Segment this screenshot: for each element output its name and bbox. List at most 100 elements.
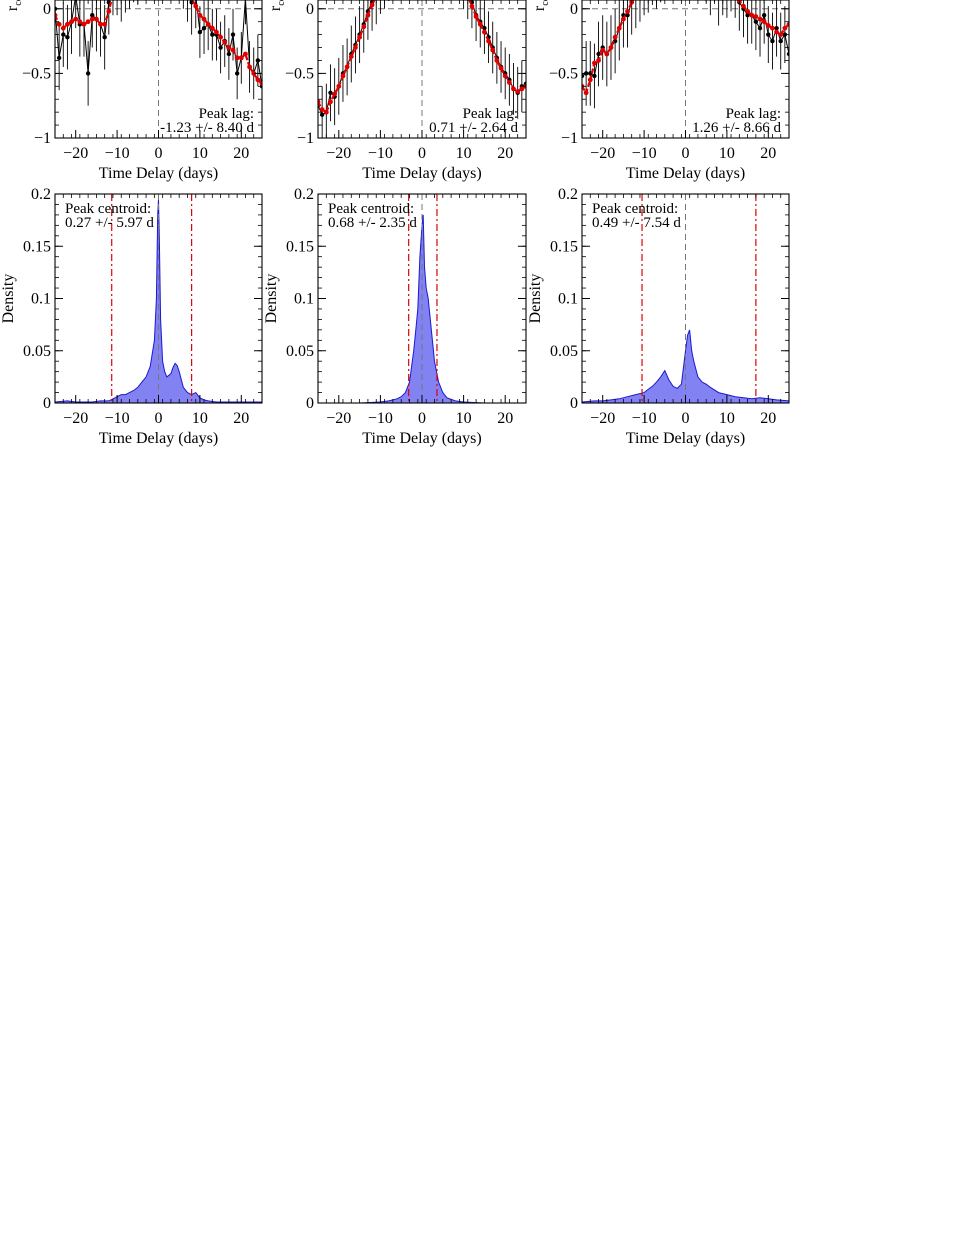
peak-lag-label: Peak lag:: [199, 106, 254, 122]
ccf-point: [753, 19, 759, 24]
ccf-red-point: [348, 54, 354, 59]
ccf-red-point: [340, 73, 346, 79]
ccf-point: [328, 90, 333, 95]
ccf-red-point: [238, 55, 244, 61]
ccf-2-plot-area: [318, 0, 526, 138]
ccf-1-plot-area: [55, 0, 262, 138]
ccf-red-point: [765, 23, 771, 28]
ccf-red-point: [102, 21, 108, 27]
y-tick-label: 0: [43, 1, 51, 18]
ccf-red-point: [498, 65, 504, 71]
ccf-point: [210, 32, 215, 37]
x-tick-label: −10: [632, 145, 657, 162]
y-axis-title-subscript: ccf: [540, 0, 551, 6]
y-axis-title: Density: [263, 274, 280, 324]
ccf-red-point: [596, 58, 601, 63]
ccf-point: [90, 13, 95, 18]
x-tick-label: −10: [105, 145, 130, 162]
ccf-red-point: [328, 99, 333, 105]
ccf-point: [85, 71, 91, 76]
ccf-red-point: [365, 12, 371, 18]
y-tick-label: 0.1: [294, 291, 314, 308]
peak-centroid-value: 0.49 +/- 7.54 d: [592, 215, 681, 231]
ccf-point: [226, 51, 232, 57]
y-tick-label: 0.05: [286, 343, 314, 360]
y-axis-title-base: r: [267, 5, 284, 11]
ccf-red-point: [247, 64, 252, 70]
ccf-red-point: [612, 34, 618, 40]
ccf-red-point: [608, 45, 614, 50]
ccf-point: [65, 35, 70, 40]
ccf-red-point: [56, 21, 62, 27]
ccf-red-point: [318, 99, 321, 105]
ccf-red-point: [511, 86, 516, 92]
y-tick-label: −1: [34, 130, 51, 147]
ccf-red-point: [604, 51, 610, 57]
ccf-red-point: [251, 70, 257, 76]
ccf-red-point: [209, 25, 215, 31]
peak-lag-label: Peak lag:: [463, 106, 518, 122]
ccf-red-point: [259, 81, 262, 87]
ccf-red-point: [621, 16, 626, 22]
x-tick-label: −20: [63, 410, 88, 427]
x-tick-label: 0: [682, 410, 690, 427]
ccf-red-point: [778, 32, 784, 38]
ccf-point: [782, 32, 788, 37]
ccf-red-point: [361, 24, 367, 30]
x-tick-label: 0: [682, 145, 690, 162]
x-tick-label: 20: [233, 410, 249, 427]
y-tick-label: 0.1: [558, 291, 578, 308]
x-tick-label: 0: [155, 410, 163, 427]
y-axis-title-subscript: ccf: [276, 0, 287, 6]
y-axis-title-base: r: [531, 5, 548, 11]
ccf-red-point: [486, 38, 491, 44]
x-tick-label: 10: [456, 145, 472, 162]
x-axis-title: Time Delay (days): [99, 430, 218, 447]
ccf-point: [201, 25, 207, 31]
ccf-point: [230, 32, 236, 37]
ccf-red-point: [255, 77, 261, 83]
ccf-point: [197, 29, 203, 35]
ccf-red-point: [230, 47, 236, 53]
y-tick-label: −0.5: [285, 65, 314, 82]
x-tick-label: 10: [192, 410, 208, 427]
ccf-red-point: [761, 19, 767, 25]
ccf-red-point: [786, 21, 789, 27]
ccf-red-point: [193, 3, 199, 9]
ccf-red-point: [319, 107, 325, 112]
y-tick-label: 0: [43, 395, 51, 412]
x-tick-label: 20: [760, 410, 776, 427]
ccf-point: [234, 71, 240, 76]
ccf-red-point: [226, 45, 232, 50]
ccf-red-point: [583, 90, 589, 96]
x-tick-label: −20: [326, 410, 351, 427]
ccf-red-point: [482, 29, 487, 35]
ccf-red-point: [774, 29, 779, 35]
ccf-red-point: [222, 39, 228, 45]
ccf-red-point: [89, 16, 95, 22]
ccf-red-point: [205, 21, 211, 27]
ccf-red-point: [98, 21, 103, 27]
ccf-3-panel: −20 −10 0 10 20 −1 −0.5 0 Time Delay (days) rccf P…: [531, 0, 790, 182]
x-tick-label: 10: [719, 410, 735, 427]
ccf-red-point: [94, 16, 99, 22]
ccf-red-point: [515, 89, 521, 94]
x-axis-title: Time Delay (days): [626, 165, 745, 182]
x-axis-title: Time Delay (days): [362, 165, 481, 182]
x-tick-label: −10: [105, 410, 130, 427]
ccf-point: [761, 13, 767, 18]
y-tick-label: 0.05: [23, 343, 51, 360]
ccf-red-point: [73, 16, 79, 22]
y-tick-label: 0: [306, 395, 314, 412]
ccf-red-point: [473, 14, 479, 19]
ccf-point: [774, 25, 779, 31]
y-axis-title: rccf: [4, 0, 24, 11]
ccf-red-point: [477, 21, 483, 27]
density-1-plot-area: [55, 194, 262, 403]
ccf-red-point: [369, 2, 375, 8]
ccf-point: [625, 13, 630, 18]
ccf-red-point: [81, 21, 87, 27]
ccf-point: [596, 51, 601, 57]
y-tick-label: 0.2: [31, 186, 51, 203]
y-tick-label: 0: [570, 1, 578, 18]
